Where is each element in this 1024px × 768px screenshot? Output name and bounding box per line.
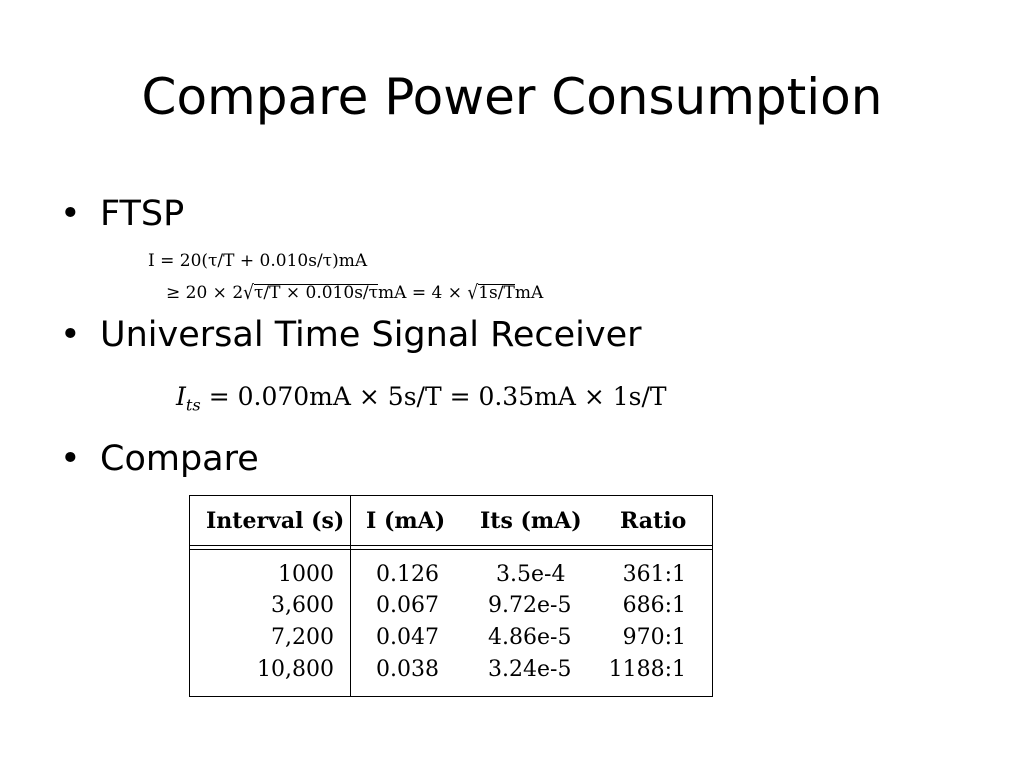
cell-ratio: 686:1 [622, 593, 686, 618]
cell-i: 0.047 [376, 625, 439, 650]
header-ratio: Ratio [620, 508, 687, 534]
header-interval: Interval (s) [206, 508, 345, 534]
bullet-receiver: • Universal Time Signal Receiver [60, 313, 642, 357]
bullet-ftsp: • FTSP [60, 192, 184, 236]
ftsp-equation-1-text: I = 20(τ/T + 0.010s/τ)mA [148, 251, 368, 271]
cell-i: 0.126 [376, 562, 439, 587]
bullet-marker: • [60, 439, 81, 479]
cell-its: 9.72e-5 [488, 593, 572, 618]
cell-interval: 3,600 [271, 593, 334, 618]
header-i: I (mA) [366, 508, 446, 534]
ftsp-equation-line-1: I = 20(τ/T + 0.010s/τ)mA [148, 251, 367, 271]
cell-its: 3.24e-5 [488, 657, 572, 682]
cell-ratio: 1188:1 [608, 657, 686, 682]
cell-interval: 7,200 [271, 625, 334, 650]
ftsp-eq2-prefix: ≥ 20 × 2 [166, 283, 244, 303]
comparison-table: Interval (s) I (mA) Its (mA) Ratio 1000 … [189, 495, 713, 697]
ftsp-eq2-radicand-2: 1s/T [478, 283, 515, 303]
cell-its: 3.5e-4 [496, 562, 566, 587]
cell-interval: 1000 [278, 562, 334, 587]
ftsp-eq2-radicand-1: τ/T × 0.010s/τ [254, 283, 379, 303]
sqrt-sign-icon: √ [243, 281, 254, 305]
bullet-compare: • Compare [60, 437, 259, 481]
cell-ratio: 361:1 [622, 562, 686, 587]
ftsp-eq2-mid: mA = 4 × [378, 283, 468, 303]
bullet-text: Universal Time Signal Receiver [100, 315, 642, 355]
bullet-text: FTSP [100, 194, 185, 234]
header-separator [190, 545, 712, 550]
current-subscript: ts [185, 395, 201, 415]
cell-its: 4.86e-5 [488, 625, 572, 650]
ftsp-eq2-suffix: mA [514, 283, 544, 303]
bullet-marker: • [60, 315, 81, 355]
bullet-marker: • [60, 194, 81, 234]
slide-title: Compare Power Consumption [141, 68, 883, 126]
cell-ratio: 970:1 [622, 625, 686, 650]
bullet-text: Compare [100, 439, 259, 479]
sqrt-sign-icon: √ [467, 281, 479, 305]
receiver-equation-text: = 0.070mA × 5s/T = 0.35mA × 1s/T [208, 382, 667, 411]
ftsp-equation-line-2: ≥ 20 × 2√τ/T × 0.010s/τmA = 4 × √1s/TmA [166, 281, 544, 305]
header-its: Its (mA) [480, 508, 582, 534]
current-symbol: I [176, 382, 186, 411]
cell-i: 0.067 [376, 593, 439, 618]
receiver-equation: Its = 0.070mA × 5s/T = 0.35mA × 1s/T [176, 382, 667, 415]
column-separator [350, 496, 351, 696]
cell-interval: 10,800 [257, 657, 334, 682]
cell-i: 0.038 [376, 657, 439, 682]
